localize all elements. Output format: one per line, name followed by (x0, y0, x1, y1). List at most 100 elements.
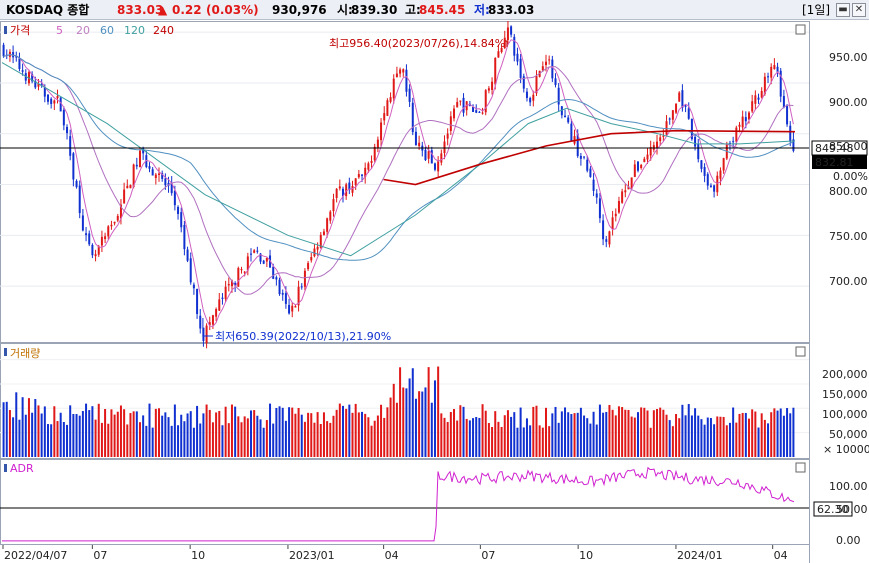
candle-body (72, 153, 75, 180)
candle-body (405, 69, 408, 92)
candle-body (741, 116, 744, 128)
candle-body (491, 81, 494, 90)
volume-bar (85, 403, 88, 457)
candle-body (767, 76, 770, 78)
candle-body (281, 292, 284, 295)
adr-marker-icon (4, 464, 7, 472)
candle-body (69, 136, 72, 156)
candle-body (763, 76, 766, 94)
legend-ma60[interactable]: 60 (100, 24, 114, 37)
candle-body (104, 236, 107, 240)
volume-bar (94, 419, 97, 457)
volume-bar (687, 404, 690, 457)
candle-body (62, 109, 65, 126)
volume-bar (170, 425, 173, 457)
candle-body (437, 161, 440, 172)
volume-bar (69, 405, 72, 457)
candle-body (557, 87, 560, 105)
volume-bar (617, 406, 620, 457)
symbol-name[interactable]: KOSDAQ 종합 (6, 3, 90, 17)
candle-body (94, 254, 97, 257)
candle-body (21, 70, 24, 72)
candle-body (519, 58, 522, 78)
price-panel-menu-icon[interactable] (795, 24, 806, 35)
legend-ma20[interactable]: 20 (76, 24, 90, 37)
candle-body (640, 164, 643, 168)
volume-bar (129, 413, 132, 457)
candle-body (129, 185, 132, 189)
volume-bar (18, 419, 21, 457)
candle-body (43, 87, 46, 97)
candle-body (199, 315, 202, 329)
volume-bar (725, 425, 728, 457)
volume-bar (735, 422, 738, 457)
volume-bar (586, 418, 589, 457)
candle-body (440, 153, 443, 163)
candle-body (754, 95, 757, 104)
candle-body (85, 233, 88, 236)
candle-body (700, 160, 703, 169)
candle-body (15, 56, 18, 58)
candle-body (646, 154, 649, 160)
candle-body (411, 102, 414, 133)
candle-body (246, 256, 249, 271)
price-pct-label: 0.00% (833, 170, 868, 183)
candle-body (132, 164, 135, 187)
legend-ma120[interactable]: 120 (124, 24, 145, 37)
minimize-icon[interactable]: ▬ (836, 3, 850, 17)
volume-bar (665, 414, 668, 457)
volume-bar (199, 423, 202, 457)
volume-bar (370, 425, 373, 457)
legend-ma5[interactable]: 5 (56, 24, 63, 37)
svg-text:850.00: 850.00 (829, 140, 868, 153)
candle-body (735, 127, 738, 142)
volume-bar (208, 409, 211, 457)
candle-body (636, 161, 639, 171)
candle-body (91, 244, 94, 256)
close-icon[interactable]: ✕ (852, 3, 866, 17)
adr-legend: ADR (4, 462, 34, 475)
volume-bar (579, 407, 582, 457)
adr-panel-menu-icon[interactable] (795, 462, 806, 473)
svg-text:200,000: 200,000 (822, 368, 868, 381)
candle-body (589, 168, 592, 177)
volume-title[interactable]: 거래량 (10, 347, 40, 360)
candle-body (170, 182, 173, 194)
volume-bar (202, 413, 205, 457)
volume-bar (525, 418, 528, 457)
candle-body (770, 66, 773, 78)
volume-bar (31, 412, 34, 457)
volume-bar (183, 421, 186, 457)
volume-bar (230, 404, 233, 457)
volume-bar (690, 415, 693, 457)
candle-body (579, 155, 582, 159)
volume-panel-menu-icon[interactable] (795, 346, 806, 357)
volume-bar (326, 421, 329, 457)
candle-body (602, 220, 605, 240)
legend-ma240[interactable]: 240 (153, 24, 174, 37)
volume-bar (300, 414, 303, 457)
volume-bar (227, 423, 230, 457)
volume-bar (748, 418, 751, 457)
period-selector[interactable]: [1일] (802, 3, 831, 17)
candle-body (424, 149, 427, 161)
volume-bar (513, 412, 516, 457)
change-value: 0.22 (172, 3, 202, 17)
volume-bar (215, 412, 218, 457)
volume-bar (66, 424, 69, 457)
candle-body (2, 44, 5, 57)
adr-title[interactable]: ADR (10, 462, 34, 475)
legend-price[interactable]: 가격 (10, 24, 30, 37)
volume-bar (627, 409, 630, 457)
volume-bar (262, 427, 265, 457)
candle-body (119, 204, 122, 219)
candle-body (303, 270, 306, 287)
candle-body (370, 161, 373, 163)
candle-body (487, 88, 490, 91)
volume-bar (351, 412, 354, 457)
candle-body (643, 158, 646, 163)
volume-bar (224, 406, 227, 457)
candle-body (608, 231, 611, 245)
volume-bar (132, 411, 135, 457)
candle-body (97, 246, 100, 255)
